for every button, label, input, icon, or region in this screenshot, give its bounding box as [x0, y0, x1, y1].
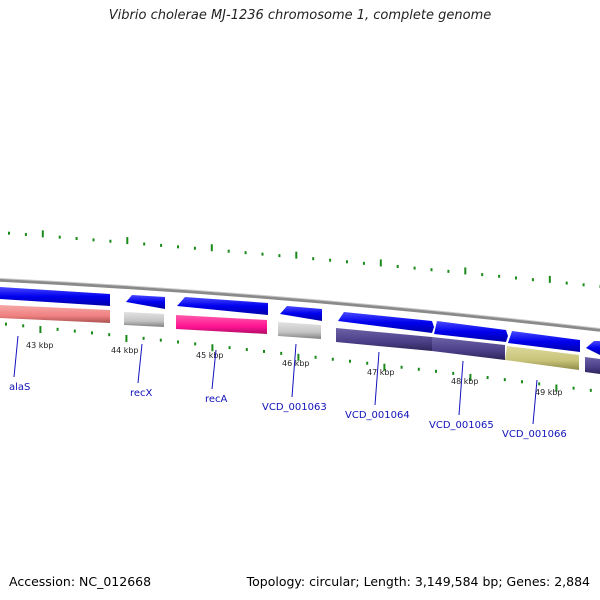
gene-label[interactable]: VCD_001065: [429, 420, 494, 431]
feature-next[interactable]: [585, 357, 600, 374]
gene-labels: alaS recX recA VCD_001063 VCD_001064 VCD_0010…: [9, 335, 567, 440]
scale-label: 44 kbp: [111, 346, 139, 355]
feature-recX[interactable]: [124, 312, 164, 327]
gene-label[interactable]: VCD_001066: [502, 429, 567, 440]
scale-labels: 43 kbp 44 kbp 45 kbp 46 kbp 47 kbp 48 kbp 49 k…: [26, 341, 563, 397]
map-title: Vibrio cholerae MJ-1236 chromosome 1, co…: [108, 8, 492, 23]
scale-label: 45 kbp: [196, 351, 224, 360]
gene-leader-line: [211, 349, 217, 390]
gene-VCD_001064-forward[interactable]: [338, 312, 434, 333]
scale-label: 46 kbp: [282, 359, 310, 368]
scale-ticks: [5, 322, 592, 392]
gene-label[interactable]: VCD_001064: [345, 410, 410, 421]
gene-label[interactable]: alaS: [9, 382, 30, 393]
gene-leader-line: [13, 335, 19, 378]
feature-VCD_001063[interactable]: [278, 322, 321, 339]
outer-ticks: [8, 230, 600, 289]
gene-label[interactable]: VCD_001063: [262, 402, 327, 413]
gene-leader-line: [137, 343, 143, 384]
genome-backbone-highlight: [0, 278, 600, 329]
gene-label[interactable]: recX: [130, 388, 153, 399]
feature-track: [0, 305, 600, 374]
gene-label[interactable]: recA: [205, 394, 228, 405]
forward-strand-genes: [0, 287, 600, 355]
scale-label: 47 kbp: [367, 368, 395, 377]
feature-recA[interactable]: [176, 315, 267, 334]
gene-VCD_001066-forward[interactable]: [508, 331, 580, 352]
accession-text: Accession: NC_012668: [9, 574, 152, 589]
gene-recA-forward[interactable]: [177, 297, 268, 315]
scale-label: 48 kbp: [451, 377, 479, 386]
genome-backbone: [0, 278, 600, 332]
gene-leader-line: [291, 343, 297, 398]
gene-recX-forward[interactable]: [126, 295, 165, 309]
feature-VCD_001066[interactable]: [505, 346, 579, 370]
gene-VCD_001063-forward[interactable]: [280, 306, 322, 321]
gene-alaS-forward[interactable]: [0, 287, 110, 306]
gene-VCD_001065-forward[interactable]: [434, 321, 508, 342]
gene-leader-line: [458, 360, 464, 416]
scale-label: 49 kbp: [535, 388, 563, 397]
genome-summary-text: Topology: circular; Length: 3,149,584 bp…: [246, 574, 590, 589]
gene-leader-line: [532, 379, 538, 425]
scale-label: 43 kbp: [26, 341, 54, 350]
feature-VCD_001064[interactable]: [336, 328, 432, 351]
gene-leader-line: [374, 351, 380, 406]
gene-next-forward[interactable]: [586, 341, 600, 355]
feature-VCD_001065[interactable]: [432, 337, 505, 360]
feature-alaS[interactable]: [0, 305, 110, 323]
